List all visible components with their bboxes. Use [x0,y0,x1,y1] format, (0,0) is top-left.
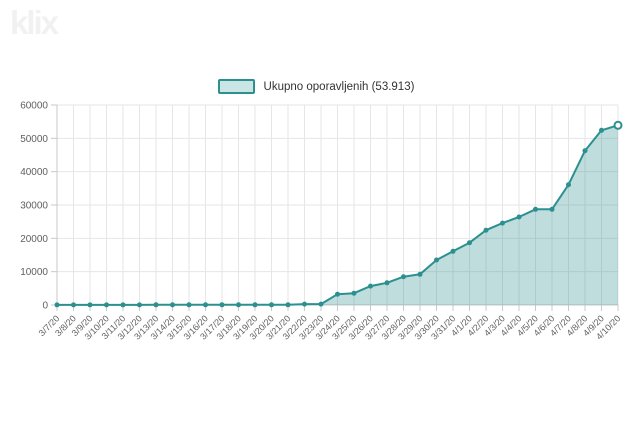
data-point[interactable] [384,280,390,286]
data-point[interactable] [450,248,456,254]
data-point[interactable] [368,283,373,289]
y-tick-label: 30000 [20,201,48,212]
data-point[interactable] [417,271,423,277]
data-point[interactable] [351,290,357,296]
data-point[interactable] [219,302,225,308]
data-point[interactable] [434,257,439,263]
data-point[interactable] [533,206,538,212]
klix-logo: klix [10,4,59,41]
data-point[interactable] [302,301,307,307]
y-tick-label: 0 [42,301,48,312]
y-tick-label: 50000 [20,134,48,145]
data-point[interactable] [252,302,258,308]
y-tick-label: 10000 [20,267,48,278]
data-point[interactable] [104,302,109,308]
data-point[interactable] [549,206,555,212]
y-tick-label: 60000 [20,101,48,112]
legend-swatch-icon [217,79,255,94]
data-point[interactable] [335,291,340,297]
data-point[interactable] [401,274,406,280]
last-data-point[interactable] [613,120,623,130]
legend-item-recovered[interactable]: Ukupno oporavljenih (53.913) [217,79,415,94]
data-point[interactable] [236,302,241,308]
legend-label: Ukupno oporavljenih (53.913) [263,80,415,93]
data-point[interactable] [599,127,604,133]
y-tick-label: 20000 [20,234,48,245]
data-point[interactable] [516,214,522,220]
data-point[interactable] [203,302,208,308]
data-point[interactable] [318,301,324,307]
data-point[interactable] [467,240,472,246]
data-point[interactable] [186,302,192,308]
data-point[interactable] [483,227,489,233]
data-point[interactable] [500,220,505,226]
data-point[interactable] [137,302,142,308]
data-point[interactable] [582,148,588,154]
data-point[interactable] [120,302,126,308]
y-tick-label: 40000 [20,167,48,178]
data-point[interactable] [153,302,159,308]
data-point[interactable] [54,302,60,308]
legend: Ukupno oporavljenih (53.913) [0,79,632,94]
data-point[interactable] [87,302,93,308]
data-point[interactable] [285,302,291,308]
data-point[interactable] [170,302,175,308]
series-area [57,125,618,305]
data-point[interactable] [269,302,274,308]
data-point[interactable] [71,302,76,308]
data-point[interactable] [566,182,571,188]
